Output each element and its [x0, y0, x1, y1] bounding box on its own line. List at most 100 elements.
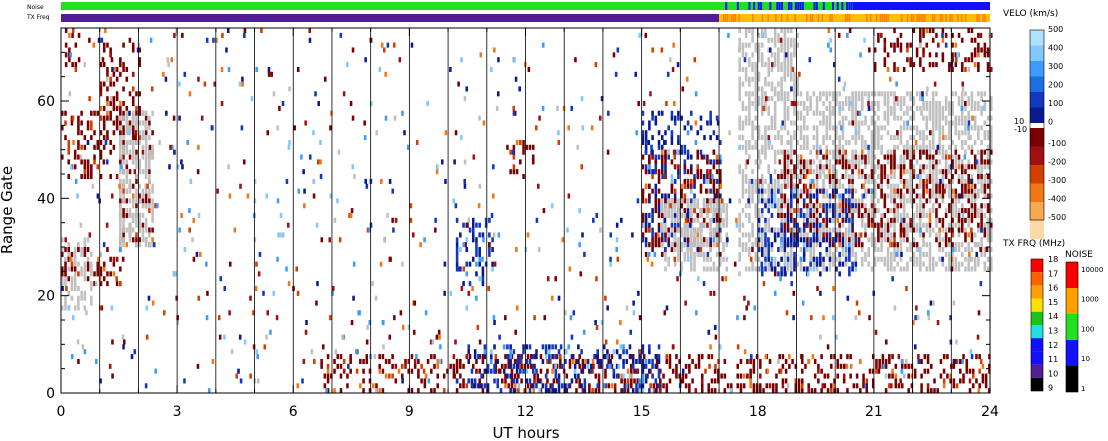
- negative-cell: [783, 169, 787, 175]
- negative-cell: [667, 227, 670, 233]
- negative-cell: [922, 178, 925, 184]
- ground-cell: [738, 62, 741, 68]
- negative-cell: [913, 368, 917, 374]
- negative-cell: [694, 388, 698, 394]
- positive-cell: [670, 174, 674, 180]
- scatter-cell: [110, 57, 114, 63]
- positive-cell: [648, 120, 651, 126]
- ground-cell: [806, 139, 809, 145]
- ground-cell: [951, 178, 954, 184]
- negative-cell: [928, 154, 932, 160]
- negative-cell: [494, 354, 498, 360]
- negative-cell: [781, 354, 785, 360]
- scatter-cell: [329, 315, 332, 321]
- negative-cell: [138, 57, 141, 63]
- ground-cell: [748, 188, 751, 194]
- ground-cell: [860, 217, 864, 223]
- ground-cell: [709, 256, 712, 262]
- ground-cell: [131, 159, 135, 165]
- ground-cell: [838, 198, 841, 204]
- ground-cell: [873, 256, 877, 262]
- ground-cell: [773, 120, 777, 126]
- positive-cell: [815, 232, 819, 238]
- ground-cell: [715, 222, 719, 228]
- ground-cell: [906, 212, 909, 218]
- ground-cell: [80, 295, 83, 301]
- negative-cell: [986, 203, 990, 209]
- txfreq-tick: [900, 14, 903, 22]
- positive-cell: [683, 169, 687, 175]
- scatter-cell: [439, 344, 442, 350]
- ground-cell: [980, 183, 983, 189]
- ground-cell: [686, 203, 690, 209]
- negative-cell: [664, 159, 667, 165]
- ground-cell: [812, 217, 816, 223]
- ground-cell: [741, 232, 745, 238]
- ground-cell: [786, 91, 790, 97]
- negative-cell: [68, 32, 71, 38]
- ground-cell: [893, 135, 896, 141]
- ground-cell: [780, 81, 783, 87]
- negative-cell: [984, 373, 988, 379]
- negative-cell: [138, 91, 141, 97]
- ground-cell: [854, 125, 858, 131]
- ground-cell: [760, 183, 764, 189]
- negative-cell: [520, 354, 523, 360]
- positive-cell: [509, 354, 512, 360]
- txfreq-tick: [732, 14, 735, 22]
- positive-cell: [709, 120, 712, 126]
- ground-cell: [754, 66, 758, 72]
- ground-cell: [70, 281, 74, 287]
- negative-cell: [655, 383, 659, 389]
- positive-cell: [851, 203, 854, 209]
- positive-cell: [525, 344, 529, 350]
- negative-cell: [478, 368, 481, 374]
- negative-cell: [912, 28, 916, 34]
- scatter-cell: [154, 203, 157, 209]
- positive-cell: [790, 237, 793, 243]
- ground-cell: [967, 96, 970, 102]
- negative-cell: [936, 388, 940, 394]
- ground-cell: [664, 251, 667, 257]
- positive-cell: [525, 378, 529, 384]
- negative-cell: [462, 363, 465, 369]
- ground-cell: [773, 110, 777, 116]
- scatter-cell: [932, 300, 935, 306]
- negative-cell: [917, 354, 920, 360]
- positive-cell: [641, 378, 645, 384]
- negative-cell: [886, 227, 890, 233]
- scatter-cell: [663, 247, 667, 253]
- ground-cell: [141, 135, 145, 141]
- positive-cell: [664, 193, 667, 199]
- negative-cell: [368, 368, 372, 374]
- ground-cell: [790, 37, 793, 43]
- txfreq-tick: [978, 14, 980, 22]
- negative-cell: [960, 183, 964, 189]
- scatter-cell: [638, 315, 642, 321]
- scatter-cell: [312, 178, 315, 184]
- ground-cell: [935, 164, 938, 170]
- ground-cell: [912, 135, 916, 141]
- positive-cell: [831, 203, 835, 209]
- scatter-cell: [681, 368, 685, 374]
- ground-cell: [912, 144, 916, 150]
- ground-cell: [809, 101, 812, 107]
- scatter-cell: [778, 159, 782, 165]
- negative-cell: [807, 388, 810, 394]
- ground-cell: [748, 178, 751, 184]
- negative-cell: [73, 164, 77, 170]
- ground-cell: [919, 222, 922, 228]
- negative-cell: [783, 174, 787, 180]
- ground-cell: [770, 52, 774, 58]
- ground-cell: [854, 105, 858, 111]
- positive-cell: [644, 144, 648, 150]
- positive-cell: [812, 222, 816, 228]
- positive-cell: [554, 354, 558, 360]
- ground-cell: [783, 71, 787, 77]
- positive-cell: [825, 203, 829, 209]
- ground-cell: [964, 115, 967, 121]
- negative-cell: [920, 373, 923, 379]
- ground-cell: [686, 227, 690, 233]
- negative-cell: [915, 193, 919, 199]
